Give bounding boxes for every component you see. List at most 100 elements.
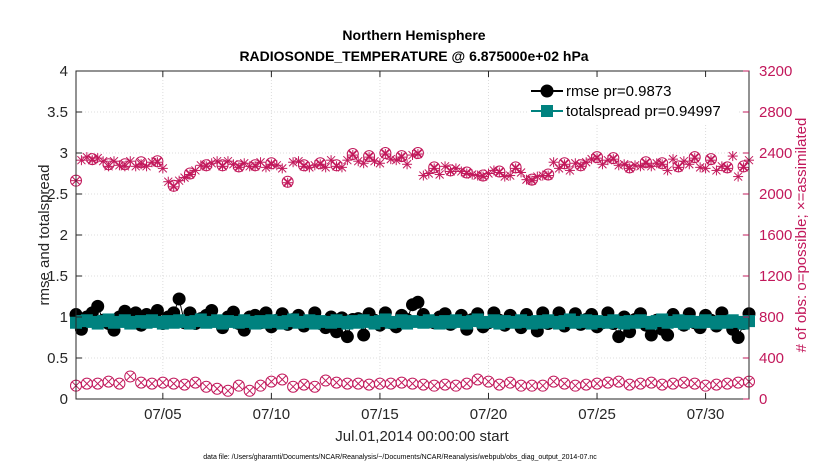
obs-assimilated-point-d2 bbox=[93, 153, 103, 163]
obs-low-point-x2 bbox=[82, 379, 92, 388]
obs-low-point-x2 bbox=[473, 375, 482, 384]
obs-low-point-x2 bbox=[494, 380, 504, 390]
obs-assimilated-point-d2 bbox=[467, 170, 477, 179]
obs-assimilated-point-d2 bbox=[321, 162, 331, 172]
obs-low-point-x2 bbox=[603, 378, 613, 387]
obs-low-point-x2 bbox=[147, 379, 157, 388]
obs-low-point bbox=[276, 373, 289, 386]
obs-assimilated-point-d2 bbox=[98, 156, 108, 166]
obs-assimilated-point-d2 bbox=[435, 170, 444, 179]
data-file-footnote: data file: /Users/gharamti/Documents/NCA… bbox=[203, 454, 597, 461]
obs-assimilated-point-d2 bbox=[87, 155, 97, 165]
y-left-tick-label: 2 bbox=[60, 227, 68, 244]
obs-assimilated-point-d2 bbox=[554, 164, 564, 173]
obs-assimilated-point-d2 bbox=[250, 161, 260, 171]
obs-assimilated-point-d2 bbox=[223, 156, 233, 166]
obs-assimilated-point-d2 bbox=[272, 160, 282, 170]
obs-assimilated-point-d2 bbox=[668, 154, 678, 164]
obs-low-point-x2 bbox=[505, 378, 515, 387]
obs-assimilated-point-d2 bbox=[603, 155, 613, 165]
obs-assimilated-point-d2 bbox=[131, 161, 141, 171]
y-right-tick-label: 3200 bbox=[759, 63, 792, 80]
obs-assimilated-point-d2 bbox=[310, 160, 320, 170]
obs-assimilated-point-d2 bbox=[196, 160, 206, 170]
obs-assimilated-point-d2 bbox=[500, 172, 510, 181]
obs-assimilated-point-d2 bbox=[641, 158, 651, 168]
obs-assimilated-point-d2 bbox=[489, 166, 499, 175]
obs-assimilated-point-d2 bbox=[337, 162, 347, 172]
obs-assimilated-point-d2 bbox=[359, 158, 369, 168]
obs-assimilated-point-d2 bbox=[381, 149, 390, 159]
obs-low-point-x2 bbox=[169, 379, 179, 388]
obs-assimilated-point-d2 bbox=[413, 149, 423, 159]
obs-low-point-x2 bbox=[386, 379, 396, 388]
obs-low-point-x2 bbox=[288, 382, 298, 392]
obs-low-point-x2 bbox=[570, 381, 580, 391]
obs-assimilated-point-d2 bbox=[690, 153, 700, 163]
obs-assimilated-point-d2 bbox=[386, 154, 396, 164]
rmse-point bbox=[91, 299, 105, 313]
obs-assimilated-point-d2 bbox=[370, 156, 379, 166]
obs-assimilated-point-d2 bbox=[663, 166, 672, 175]
obs-low-point-x2 bbox=[256, 381, 265, 391]
obs-assimilated-point-d2 bbox=[549, 157, 558, 167]
y-left-tick-label: 1.5 bbox=[47, 268, 68, 285]
obs-low-point-x2 bbox=[527, 381, 537, 391]
obs-assimilated-point-d2 bbox=[587, 154, 596, 164]
obs-assimilated-point-d2 bbox=[429, 164, 439, 173]
obs-low-point bbox=[460, 377, 473, 390]
rmse-point bbox=[731, 331, 745, 344]
chart-title: Northern Hemisphere bbox=[342, 27, 485, 43]
legend-box bbox=[527, 77, 739, 123]
obs-assimilated-point-d2 bbox=[619, 159, 629, 169]
obs-assimilated-point-d2 bbox=[440, 161, 450, 171]
obs-assimilated-point-d2 bbox=[397, 152, 406, 162]
data-layer bbox=[69, 147, 756, 397]
x-tick-label: 07/10 bbox=[253, 406, 291, 423]
obs-assimilated-point-d2 bbox=[364, 152, 374, 162]
legend-rmse-label: rmse pr=0.9873 bbox=[566, 83, 671, 100]
obs-assimilated-point-d2 bbox=[505, 171, 515, 180]
obs-low-point-x2 bbox=[353, 379, 363, 388]
obs-assimilated-point-d2 bbox=[706, 155, 716, 165]
obs-low-point bbox=[232, 379, 245, 392]
obs-assimilated-point-d2 bbox=[169, 182, 179, 192]
rmse-point bbox=[172, 292, 186, 306]
obs-assimilated-point-d2 bbox=[614, 160, 624, 170]
obs-assimilated-point-d2 bbox=[674, 162, 683, 172]
obs-low-point-x2 bbox=[299, 380, 309, 390]
x-tick-label: 07/15 bbox=[361, 406, 399, 423]
y-left-tick-label: 4 bbox=[60, 63, 68, 80]
obs-low-point-x2 bbox=[201, 382, 211, 392]
obs-assimilated-point-d2 bbox=[701, 164, 710, 173]
obs-low-point-x2 bbox=[115, 379, 124, 388]
y-right-tick-label: 800 bbox=[759, 309, 784, 326]
rmse-point bbox=[150, 303, 164, 317]
obs-low-point bbox=[536, 379, 549, 392]
obs-low-point-x2 bbox=[332, 378, 341, 387]
obs-low-point-x2 bbox=[136, 378, 146, 387]
obs-assimilated-point-d2 bbox=[348, 150, 358, 160]
obs-low-point-x2 bbox=[614, 377, 624, 386]
obs-assimilated-point-d2 bbox=[511, 164, 520, 173]
y-right-tick-label: 0 bbox=[759, 391, 767, 408]
obs-low-point-x2 bbox=[657, 380, 667, 390]
y-right-tick-label: 2400 bbox=[759, 145, 792, 162]
obs-low-point-x2 bbox=[516, 381, 526, 391]
y-left-tick-label: 2.5 bbox=[47, 186, 68, 203]
obs-low-point-x2 bbox=[419, 380, 428, 390]
obs-assimilated-point-d2 bbox=[299, 161, 309, 171]
y-right-tick-label: 400 bbox=[759, 350, 784, 367]
obs-low-point-x2 bbox=[451, 381, 461, 391]
obs-low-point-x2 bbox=[277, 375, 287, 384]
obs-assimilated-point-d2 bbox=[522, 175, 531, 185]
obs-assimilated-point-d2 bbox=[527, 176, 537, 186]
obs-assimilated-point-d2 bbox=[419, 171, 428, 180]
obs-low-point bbox=[221, 384, 234, 397]
obs-assimilated-point-d2 bbox=[739, 162, 748, 172]
obs-low-point-x2 bbox=[484, 377, 493, 386]
obs-assimilated-point-d2 bbox=[456, 167, 466, 176]
obs-assimilated-point-d2 bbox=[136, 159, 146, 169]
obs-assimilated-point-d2 bbox=[728, 151, 738, 161]
x-tick-label: 07/25 bbox=[578, 406, 616, 423]
